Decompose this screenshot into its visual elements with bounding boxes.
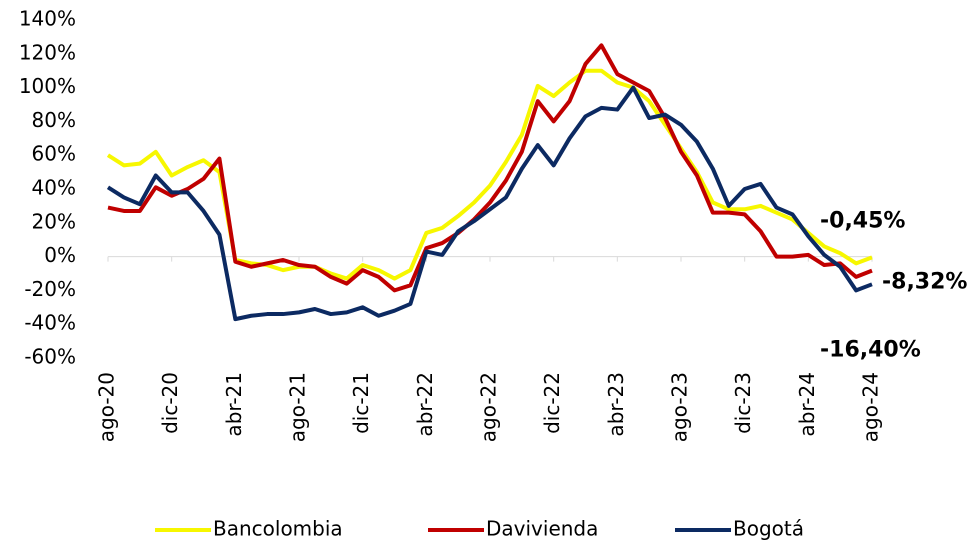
y-tick-label: 0% — [44, 243, 76, 267]
x-tick-label: ago-23 — [668, 372, 692, 442]
y-tick-label: -60% — [24, 345, 76, 369]
x-tick-label: dic-22 — [540, 372, 564, 434]
end-label: -16,40% — [820, 337, 921, 362]
y-tick-label: 20% — [32, 209, 76, 233]
x-tick-label: ago-20 — [95, 372, 119, 442]
legend-label: Bogotá — [733, 517, 804, 541]
end-label: -8,32% — [882, 270, 967, 295]
y-tick-label: 80% — [32, 108, 76, 132]
x-tick-label: abr-22 — [413, 372, 437, 437]
x-tick-label: ago-21 — [286, 372, 310, 442]
legend-label: Bancolombia — [213, 517, 343, 541]
y-tick-label: 120% — [19, 40, 76, 64]
series-line — [107, 43, 873, 293]
y-tick-label: 140% — [19, 7, 76, 31]
y-tick-label: 40% — [32, 176, 76, 200]
y-tick-label: 100% — [19, 74, 76, 98]
x-tick-label: abr-21 — [222, 372, 246, 437]
end-label: -0,45% — [820, 208, 905, 233]
y-tick-label: -20% — [24, 277, 76, 301]
legend-label: Davivienda — [486, 517, 598, 541]
x-tick-label: dic-21 — [349, 372, 373, 434]
x-tick-label: dic-23 — [731, 372, 755, 434]
x-tick-label: ago-22 — [477, 372, 501, 442]
x-tick-label: dic-20 — [158, 372, 182, 434]
series-line — [106, 85, 873, 322]
y-tick-label: 60% — [32, 142, 76, 166]
x-tick-label: abr-23 — [604, 372, 628, 437]
y-tick-label: -40% — [24, 311, 76, 335]
x-tick-label: ago-24 — [859, 372, 883, 442]
x-tick-label: abr-24 — [795, 372, 819, 437]
